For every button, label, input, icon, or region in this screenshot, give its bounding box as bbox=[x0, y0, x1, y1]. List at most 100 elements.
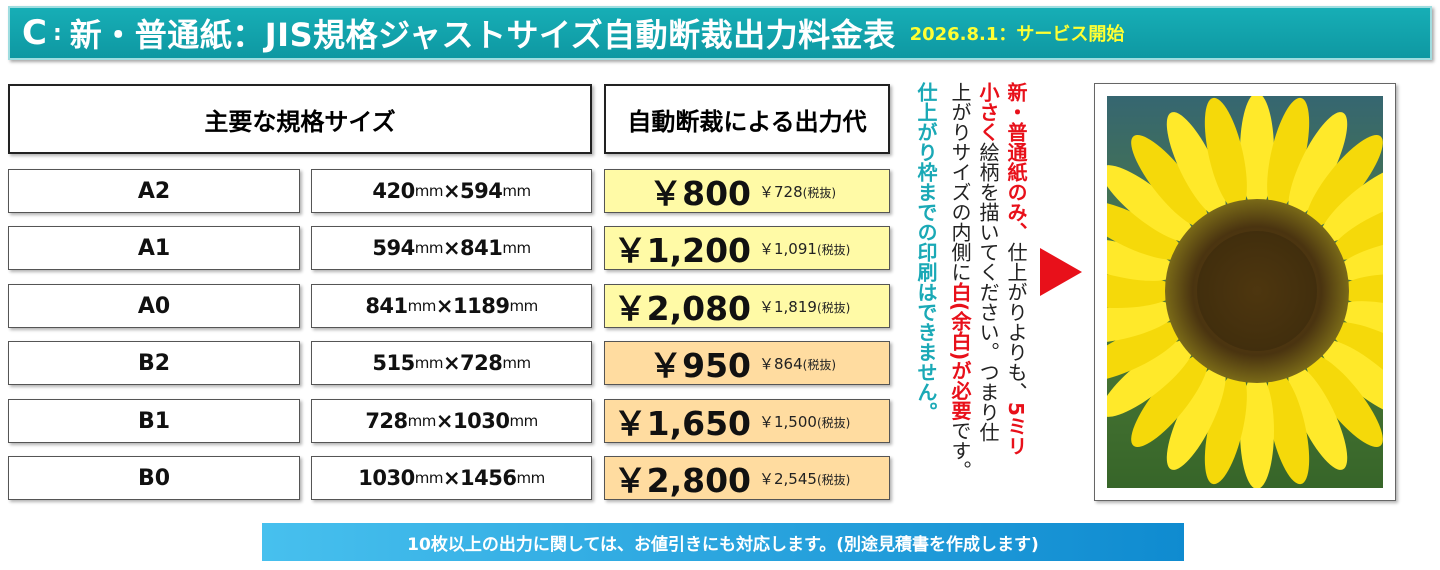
note-column-1: 新・普通紙のみ、仕上がりよりも、5ミリ bbox=[1004, 82, 1028, 456]
price-cell: ￥1,650 ￥1,500(税抜) bbox=[604, 399, 890, 443]
sunflower-petal bbox=[1131, 353, 1209, 448]
sunflower-petal bbox=[1240, 96, 1274, 209]
sunflower-petal bbox=[1107, 322, 1184, 382]
unit-mm: mm bbox=[509, 412, 538, 430]
sunflower-petal bbox=[1305, 353, 1383, 448]
dimension-height: 1456 bbox=[460, 466, 517, 490]
size-name: B1 bbox=[137, 408, 171, 434]
price-excl-tax: ￥2,545 bbox=[759, 469, 817, 488]
note-no-bleed-print: 仕上がり枠までの印刷はできません。 bbox=[914, 82, 938, 422]
sunflower-petal bbox=[1330, 322, 1383, 382]
size-dimension-cell: 515 mm × 728 mm bbox=[311, 341, 592, 385]
note-smaller: 小さく bbox=[976, 82, 1000, 142]
tax-excluded-note: (税抜) bbox=[816, 415, 851, 430]
sunflower-petal bbox=[1166, 112, 1226, 218]
dimension-height: 1030 bbox=[453, 409, 510, 433]
unit-mm: mm bbox=[414, 469, 444, 487]
dimension-height: 728 bbox=[460, 351, 503, 375]
unit-mm: mm bbox=[414, 182, 444, 200]
size-name-cell: B1 bbox=[8, 399, 300, 443]
times-sign: × bbox=[435, 294, 454, 318]
size-dimension-cell: 420 mm × 594 mm bbox=[311, 169, 592, 213]
note-column-2: 小さく絵柄を描いてください。つまり仕 bbox=[976, 82, 1000, 442]
sunflower-petal bbox=[1319, 165, 1383, 243]
sunflower-petal bbox=[1336, 238, 1383, 281]
dimension-width: 420 bbox=[372, 179, 415, 203]
price-excl-tax: ￥1,819 bbox=[759, 297, 817, 316]
tax-excluded-note: (税抜) bbox=[802, 357, 837, 372]
price-incl-tax: ￥2,080 bbox=[613, 289, 751, 328]
price-incl-tax: ￥950 bbox=[649, 346, 751, 385]
dimension-width: 594 bbox=[372, 236, 415, 260]
sunflower-petal bbox=[1267, 97, 1310, 212]
dimension-width: 515 bbox=[372, 351, 415, 375]
size-name: A2 bbox=[137, 178, 171, 204]
section-separator: : bbox=[52, 20, 62, 46]
size-name-cell: A2 bbox=[8, 169, 300, 213]
sunflower-petal bbox=[1107, 339, 1195, 417]
price-incl-tax: ￥1,200 bbox=[613, 231, 751, 270]
size-dimension-cell: 728 mm × 1030 mm bbox=[311, 399, 592, 443]
size-name: B2 bbox=[137, 350, 171, 376]
note-5mm: 5ミリ bbox=[1004, 402, 1028, 456]
sunflower-petal bbox=[1319, 339, 1383, 417]
size-name-cell: B0 bbox=[8, 456, 300, 500]
price-cell: ￥2,080 ￥1,819(税抜) bbox=[604, 284, 890, 328]
times-sign: × bbox=[435, 409, 454, 433]
sunflower-petal bbox=[1288, 364, 1348, 470]
note-margin-required: 白(余白)が必要 bbox=[948, 282, 972, 421]
unit-mm: mm bbox=[414, 239, 444, 257]
dimension-width: 841 bbox=[365, 294, 408, 318]
note-inside-finish: 上がりサイズの内側に bbox=[948, 82, 972, 282]
dimension-width: 1030 bbox=[358, 466, 415, 490]
bulk-discount-text: 10枚以上の出力に関しては、お値引きにも対応します。(別途見積書を作成します) bbox=[407, 534, 1039, 555]
note-desu: です。 bbox=[948, 420, 972, 481]
sunflower-petal bbox=[1107, 238, 1178, 281]
size-name-cell: B2 bbox=[8, 341, 300, 385]
sunflower-photo bbox=[1107, 96, 1383, 488]
unit-mm: mm bbox=[509, 297, 538, 315]
price-cell: ￥2,800 ￥2,545(税抜) bbox=[604, 456, 890, 500]
sunflower-petal bbox=[1288, 112, 1348, 218]
size-name: B0 bbox=[137, 465, 171, 491]
sunflower-petal bbox=[1166, 364, 1226, 470]
sunflower-petal bbox=[1305, 134, 1383, 229]
sunflower-petal bbox=[1204, 97, 1247, 212]
size-dimension-cell: 594 mm × 841 mm bbox=[311, 226, 592, 270]
header-output-price: 自動断裁による出力代 bbox=[604, 84, 890, 154]
note-draw-design: 絵柄を描いてください。つまり仕 bbox=[976, 142, 1000, 442]
sunflower-petal bbox=[1107, 200, 1184, 260]
red-triangle-arrow-icon bbox=[1040, 248, 1082, 296]
sunflower-petal bbox=[1267, 370, 1310, 485]
sunflower-petal bbox=[1107, 165, 1195, 243]
sunflower-petal bbox=[1131, 134, 1209, 229]
sunflower-petal bbox=[1339, 274, 1383, 308]
unit-mm: mm bbox=[414, 354, 444, 372]
unit-mm: mm bbox=[516, 469, 546, 487]
price-cell: ￥800 ￥728(税抜) bbox=[604, 169, 890, 213]
times-sign: × bbox=[442, 351, 461, 375]
unit-mm: mm bbox=[407, 412, 437, 430]
sunflower-petal bbox=[1107, 274, 1175, 308]
times-sign: × bbox=[442, 236, 461, 260]
sunflower-petal bbox=[1330, 200, 1383, 260]
dimension-width: 728 bbox=[365, 409, 408, 433]
size-name: A0 bbox=[137, 293, 171, 319]
size-dimension-cell: 1030 mm × 1456 mm bbox=[311, 456, 592, 500]
tax-excluded-note: (税抜) bbox=[816, 300, 851, 315]
tax-excluded-note: (税抜) bbox=[816, 242, 851, 257]
note-column-3: 上がりサイズの内側に白(余白)が必要です。 bbox=[948, 82, 972, 480]
service-start-date: 2026.8.1：サービス開始 bbox=[909, 24, 1125, 45]
tax-excluded-note: (税抜) bbox=[802, 185, 837, 200]
sunflower-petal bbox=[1240, 373, 1274, 488]
bulk-discount-footer: 10枚以上の出力に関しては、お値引きにも対応します。(別途見積書を作成します) bbox=[262, 523, 1184, 561]
price-incl-tax: ￥1,650 bbox=[613, 404, 751, 443]
price-incl-tax: ￥2,800 bbox=[613, 461, 751, 500]
section-letter: C bbox=[22, 13, 47, 53]
price-cell: ￥1,200 ￥1,091(税抜) bbox=[604, 226, 890, 270]
sunflower-petal bbox=[1107, 301, 1178, 344]
note-than-finish: 仕上がりよりも、 bbox=[1004, 242, 1028, 402]
dimension-height: 1189 bbox=[453, 294, 510, 318]
unit-mm: mm bbox=[407, 297, 437, 315]
sunflower-petal bbox=[1336, 301, 1383, 344]
